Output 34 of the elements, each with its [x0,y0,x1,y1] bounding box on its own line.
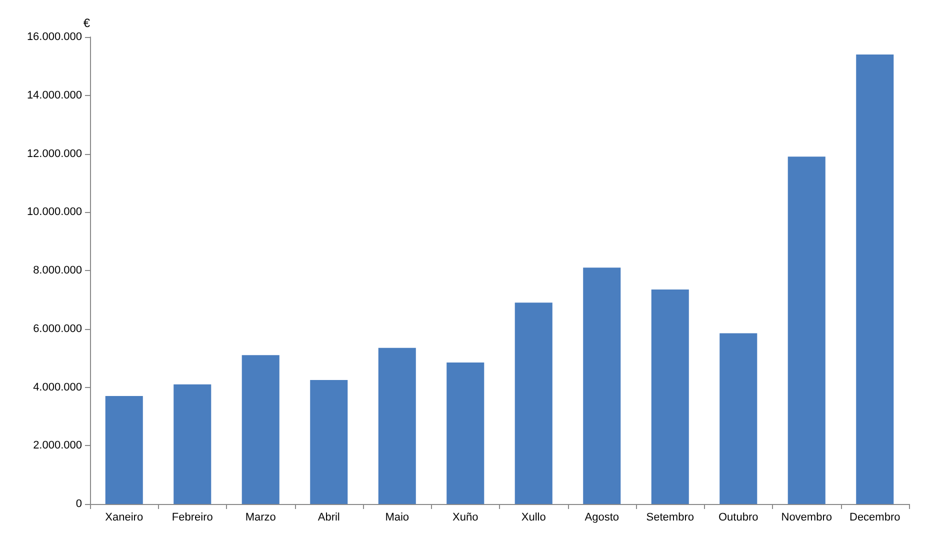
y-tick-label: 10.000.000 [26,206,82,218]
x-tick-label: Xuño [452,512,478,524]
bar [514,302,552,504]
bar [856,54,894,504]
bar [310,380,348,504]
bar [720,333,758,504]
x-tick-label: Novembro [781,512,832,524]
bar [583,268,621,504]
x-tick-label: Agosto [584,512,619,524]
bar [242,355,280,504]
x-tick-label: Outubro [718,512,758,524]
x-tick-label: Decembro [850,512,900,524]
y-tick-label: 14.000.000 [26,89,82,102]
bar [788,156,826,504]
bar [174,384,212,504]
bar [651,289,689,504]
x-tick-label: Abril [318,512,340,524]
x-tick-label: Maio [385,512,410,524]
y-tick-label: 6.000.000 [33,322,82,335]
y-tick-label: 4.000.000 [33,381,82,394]
x-tick-label: Setembro [646,512,694,524]
x-tick-label: Xullo [521,512,546,524]
x-tick-label: Febreiro [172,512,213,524]
y-tick-label: 16.000.000 [26,31,82,43]
y-tick-label: 8.000.000 [33,264,82,276]
bar [446,362,484,504]
y-axis-title: € [83,16,90,30]
x-tick-label: Xaneiro [105,512,144,524]
x-tick-label: Marzo [245,512,276,524]
y-tick-label: 12.000.000 [26,148,82,160]
y-tick-label: 2.000.000 [33,440,82,452]
bar [105,396,143,504]
y-tick-label: 0 [76,498,82,510]
bar [378,348,416,504]
